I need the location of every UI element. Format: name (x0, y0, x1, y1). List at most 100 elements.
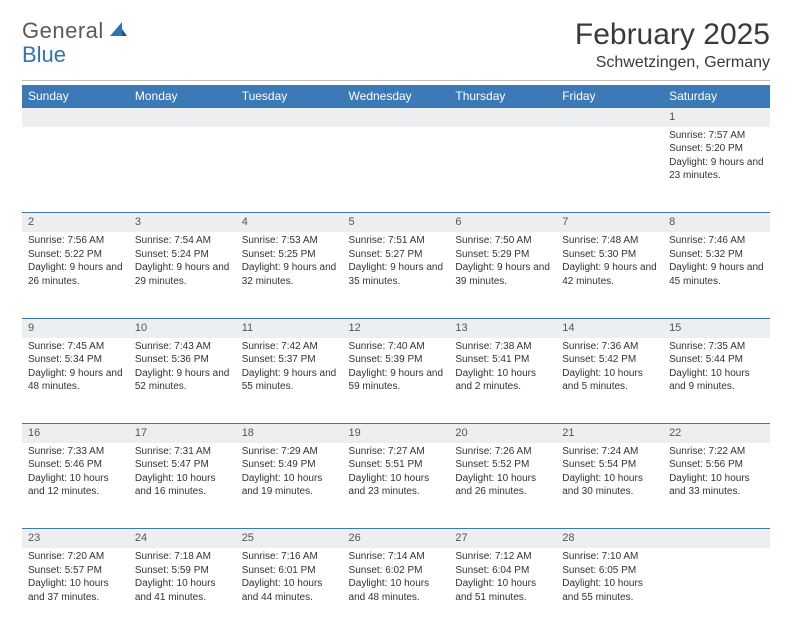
daylight-line: Daylight: 9 hours and 59 minutes. (349, 367, 444, 394)
location-subtitle: Schwetzingen, Germany (575, 54, 770, 72)
daylight-line: Daylight: 10 hours and 12 minutes. (28, 472, 123, 499)
sunset-line: Sunset: 5:44 PM (669, 353, 764, 367)
weekday-header: Thursday (449, 85, 556, 108)
sunset-line: Sunset: 5:52 PM (455, 458, 550, 472)
day-number-cell: 13 (449, 318, 556, 337)
day-details-cell: Sunrise: 7:27 AMSunset: 5:51 PMDaylight:… (343, 443, 450, 529)
day-number-cell: 11 (236, 318, 343, 337)
day-number-cell: 21 (556, 424, 663, 443)
day-details-cell (22, 127, 129, 213)
sunrise-line: Sunrise: 7:33 AM (28, 445, 123, 459)
header: General February 2025 Schwetzingen, Germ… (22, 18, 770, 72)
day-details-cell: Sunrise: 7:24 AMSunset: 5:54 PMDaylight:… (556, 443, 663, 529)
sunrise-line: Sunrise: 7:48 AM (562, 234, 657, 248)
day-number-cell: 22 (663, 424, 770, 443)
sunrise-line: Sunrise: 7:54 AM (135, 234, 230, 248)
day-number-cell: 6 (449, 213, 556, 232)
details-row: Sunrise: 7:20 AMSunset: 5:57 PMDaylight:… (22, 548, 770, 634)
sunset-line: Sunset: 5:54 PM (562, 458, 657, 472)
details-row: Sunrise: 7:45 AMSunset: 5:34 PMDaylight:… (22, 338, 770, 424)
day-number-cell: 16 (22, 424, 129, 443)
sunset-line: Sunset: 5:37 PM (242, 353, 337, 367)
day-number-cell (556, 108, 663, 127)
day-number-cell (22, 108, 129, 127)
day-details-cell (449, 127, 556, 213)
sunrise-line: Sunrise: 7:26 AM (455, 445, 550, 459)
daylight-line: Daylight: 9 hours and 55 minutes. (242, 367, 337, 394)
daylight-line: Daylight: 10 hours and 23 minutes. (349, 472, 444, 499)
day-number-cell (449, 108, 556, 127)
weekday-header: Monday (129, 85, 236, 108)
daylight-line: Daylight: 10 hours and 37 minutes. (28, 577, 123, 604)
details-row: Sunrise: 7:56 AMSunset: 5:22 PMDaylight:… (22, 232, 770, 318)
daylight-line: Daylight: 9 hours and 26 minutes. (28, 261, 123, 288)
weekday-header-row: SundayMondayTuesdayWednesdayThursdayFrid… (22, 85, 770, 108)
title-block: February 2025 Schwetzingen, Germany (575, 18, 770, 72)
sunrise-line: Sunrise: 7:51 AM (349, 234, 444, 248)
day-details-cell: Sunrise: 7:50 AMSunset: 5:29 PMDaylight:… (449, 232, 556, 318)
day-number-cell: 23 (22, 529, 129, 548)
day-number-cell (236, 108, 343, 127)
weekday-header: Friday (556, 85, 663, 108)
sunrise-line: Sunrise: 7:31 AM (135, 445, 230, 459)
sunset-line: Sunset: 5:22 PM (28, 248, 123, 262)
day-details-cell: Sunrise: 7:18 AMSunset: 5:59 PMDaylight:… (129, 548, 236, 634)
day-number-cell: 10 (129, 318, 236, 337)
day-details-cell: Sunrise: 7:35 AMSunset: 5:44 PMDaylight:… (663, 338, 770, 424)
logo-text-right: Blue (22, 42, 66, 68)
sunrise-line: Sunrise: 7:53 AM (242, 234, 337, 248)
day-details-cell: Sunrise: 7:40 AMSunset: 5:39 PMDaylight:… (343, 338, 450, 424)
sunset-line: Sunset: 5:25 PM (242, 248, 337, 262)
day-details-cell: Sunrise: 7:53 AMSunset: 5:25 PMDaylight:… (236, 232, 343, 318)
day-number-cell: 3 (129, 213, 236, 232)
day-details-cell: Sunrise: 7:42 AMSunset: 5:37 PMDaylight:… (236, 338, 343, 424)
day-number-cell: 7 (556, 213, 663, 232)
sunset-line: Sunset: 5:56 PM (669, 458, 764, 472)
sunset-line: Sunset: 5:27 PM (349, 248, 444, 262)
day-number-cell: 18 (236, 424, 343, 443)
header-divider (22, 80, 770, 81)
sunrise-line: Sunrise: 7:22 AM (669, 445, 764, 459)
weekday-header: Tuesday (236, 85, 343, 108)
sunrise-line: Sunrise: 7:40 AM (349, 340, 444, 354)
day-number-cell: 8 (663, 213, 770, 232)
day-number-cell: 1 (663, 108, 770, 127)
day-number-cell: 27 (449, 529, 556, 548)
sunset-line: Sunset: 5:49 PM (242, 458, 337, 472)
calendar-table: SundayMondayTuesdayWednesdayThursdayFrid… (22, 85, 770, 634)
daylight-line: Daylight: 9 hours and 48 minutes. (28, 367, 123, 394)
day-details-cell: Sunrise: 7:20 AMSunset: 5:57 PMDaylight:… (22, 548, 129, 634)
daylight-line: Daylight: 9 hours and 35 minutes. (349, 261, 444, 288)
day-details-cell: Sunrise: 7:57 AMSunset: 5:20 PMDaylight:… (663, 127, 770, 213)
daylight-line: Daylight: 9 hours and 42 minutes. (562, 261, 657, 288)
day-number-cell (129, 108, 236, 127)
day-details-cell: Sunrise: 7:26 AMSunset: 5:52 PMDaylight:… (449, 443, 556, 529)
day-details-cell: Sunrise: 7:22 AMSunset: 5:56 PMDaylight:… (663, 443, 770, 529)
daylight-line: Daylight: 9 hours and 29 minutes. (135, 261, 230, 288)
sunrise-line: Sunrise: 7:36 AM (562, 340, 657, 354)
sunrise-line: Sunrise: 7:42 AM (242, 340, 337, 354)
day-details-cell: Sunrise: 7:29 AMSunset: 5:49 PMDaylight:… (236, 443, 343, 529)
daylight-line: Daylight: 9 hours and 45 minutes. (669, 261, 764, 288)
day-number-cell: 2 (22, 213, 129, 232)
daylight-line: Daylight: 9 hours and 23 minutes. (669, 156, 764, 183)
sunrise-line: Sunrise: 7:38 AM (455, 340, 550, 354)
sunset-line: Sunset: 6:05 PM (562, 564, 657, 578)
daylight-line: Daylight: 10 hours and 51 minutes. (455, 577, 550, 604)
sunrise-line: Sunrise: 7:45 AM (28, 340, 123, 354)
sunset-line: Sunset: 5:41 PM (455, 353, 550, 367)
sunset-line: Sunset: 5:39 PM (349, 353, 444, 367)
day-details-cell: Sunrise: 7:54 AMSunset: 5:24 PMDaylight:… (129, 232, 236, 318)
daynum-row: 1 (22, 108, 770, 127)
sunrise-line: Sunrise: 7:35 AM (669, 340, 764, 354)
sunrise-line: Sunrise: 7:46 AM (669, 234, 764, 248)
daylight-line: Daylight: 10 hours and 30 minutes. (562, 472, 657, 499)
daylight-line: Daylight: 10 hours and 9 minutes. (669, 367, 764, 394)
day-number-cell: 5 (343, 213, 450, 232)
sunset-line: Sunset: 5:51 PM (349, 458, 444, 472)
day-number-cell: 26 (343, 529, 450, 548)
day-number-cell: 20 (449, 424, 556, 443)
day-number-cell (663, 529, 770, 548)
day-details-cell: Sunrise: 7:12 AMSunset: 6:04 PMDaylight:… (449, 548, 556, 634)
weekday-header: Saturday (663, 85, 770, 108)
